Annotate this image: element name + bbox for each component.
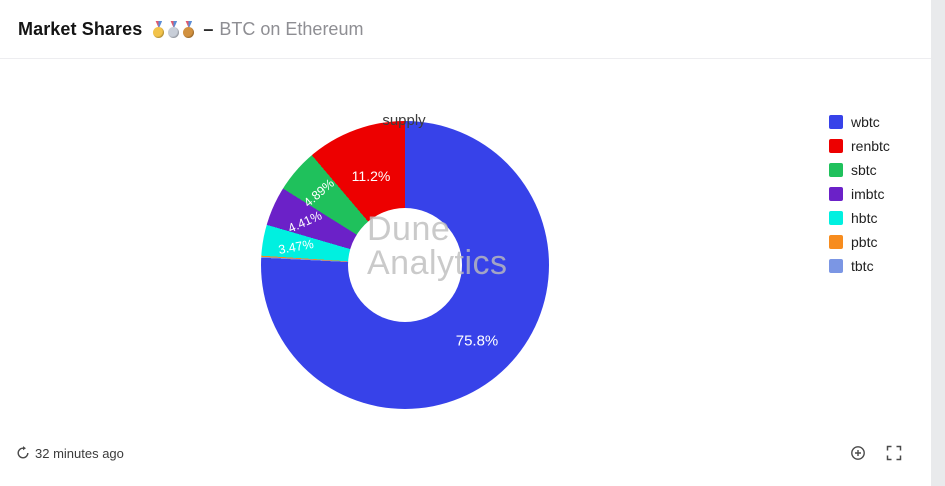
silver-medal-icon [168,20,180,38]
legend-swatch [829,163,843,177]
magnifier-plus-icon [851,446,865,460]
refresh-status: 32 minutes ago [16,444,124,462]
card-title: Market Shares [18,18,143,39]
legend: wbtc renbtc sbtc imbtc hbtc pbtc tbtc [829,114,890,274]
legend-label: imbtc [851,186,885,202]
legend-label: renbtc [851,138,890,154]
legend-swatch [829,235,843,249]
updated-text: 32 minutes ago [35,445,124,461]
expand-button[interactable] [885,444,903,462]
legend-label: tbtc [851,258,874,274]
slice-label-wbtc: 75.8% [455,332,499,350]
card-subtitle: BTC on Ethereum [219,18,364,39]
slice-label-renbtc: 11.2% [351,168,391,184]
legend-label: hbtc [851,210,878,226]
legend-item-hbtc[interactable]: hbtc [829,210,890,226]
fullscreen-corners-icon [886,445,902,461]
legend-label: wbtc [851,114,880,130]
refresh-icon [16,446,30,460]
legend-item-sbtc[interactable]: sbtc [829,162,890,178]
medals [151,20,196,38]
legend-item-pbtc[interactable]: pbtc [829,234,890,250]
legend-item-imbtc[interactable]: imbtc [829,186,890,202]
legend-item-wbtc[interactable]: wbtc [829,114,890,130]
legend-swatch [829,115,843,129]
chart-series-title: supply [382,112,426,129]
donut-chart[interactable] [261,121,549,409]
legend-label: sbtc [851,162,877,178]
legend-swatch [829,259,843,273]
gold-medal-icon [153,20,165,38]
card-header: Market Shares – BTC on Ethereum [0,0,931,59]
legend-swatch [829,187,843,201]
legend-item-tbtc[interactable]: tbtc [829,258,890,274]
legend-swatch [829,139,843,153]
title-separator: – [203,18,214,39]
legend-item-renbtc[interactable]: renbtc [829,138,890,154]
zoom-in-button[interactable] [849,444,867,462]
bronze-medal-icon [183,20,195,38]
legend-label: pbtc [851,234,878,250]
legend-swatch [829,211,843,225]
